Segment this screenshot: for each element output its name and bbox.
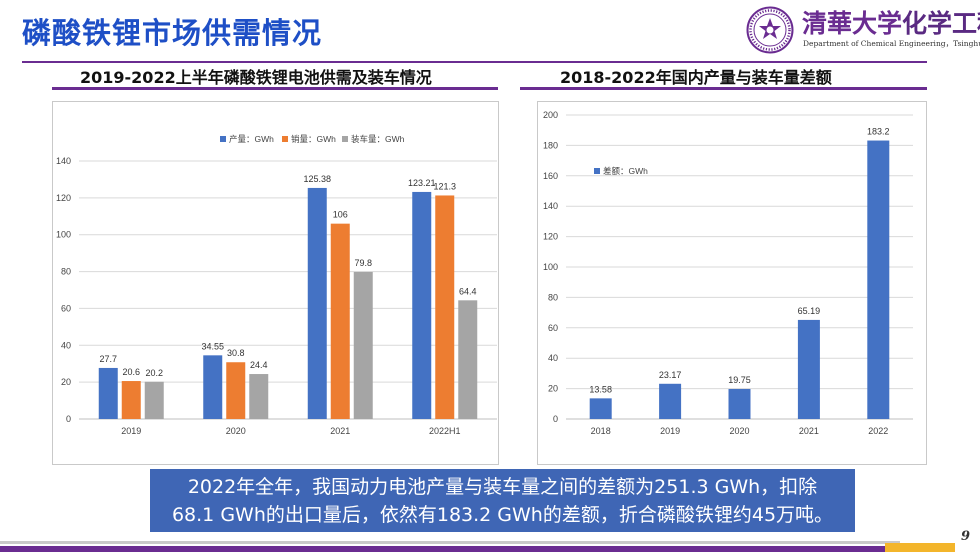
legend-label: 产量：GWh <box>229 134 274 144</box>
right-header-divider <box>520 87 927 90</box>
left-chart-panel: 0 20 40 60 80 100 120 140 2019 27.7 20.6 20.2 2020 34… <box>52 101 499 465</box>
data-label: 23.17 <box>659 370 682 380</box>
bar <box>435 195 455 419</box>
x-tick-label: 2020 <box>226 426 246 436</box>
bar <box>659 383 682 419</box>
y-tick-label: 60 <box>548 323 558 333</box>
x-tick-label: 2021 <box>330 426 350 436</box>
bar <box>589 398 612 419</box>
y-tick-label: 80 <box>61 267 71 277</box>
y-tick-label: 20 <box>548 384 558 394</box>
data-label: 106 <box>333 210 348 220</box>
y-tick-label: 40 <box>548 353 558 363</box>
title-divider <box>22 61 927 63</box>
page-number: 9 <box>961 529 971 544</box>
left-chart-header: 2019-2022上半年磷酸铁锂电池供需及装车情况 <box>80 68 432 87</box>
bar <box>867 140 890 419</box>
footer-gold-bar <box>885 543 955 552</box>
x-tick-label: 2020 <box>729 426 749 436</box>
data-label: 19.75 <box>728 375 751 385</box>
bar <box>307 187 327 419</box>
y-tick-label: 20 <box>61 377 71 387</box>
y-tick-label: 100 <box>543 262 558 272</box>
bar <box>203 355 223 419</box>
university-seal-icon <box>746 6 794 54</box>
y-tick-label: 140 <box>56 156 71 166</box>
data-label: 79.8 <box>354 258 372 268</box>
right-chart-panel: 0 20 40 60 80 100 120 140 160 180 200 2018 13.58 2019… <box>537 101 927 465</box>
footer-gray-bar <box>0 541 900 544</box>
x-tick-label: 2021 <box>799 426 819 436</box>
data-label: 13.58 <box>589 384 612 394</box>
department-name-en: Department of Chemical Engineering，Tsing… <box>803 39 980 48</box>
data-label: 64.4 <box>459 286 477 296</box>
right-chart-header: 2018-2022年国内产量与装车量差额 <box>560 68 832 87</box>
legend-label: 装车量：GWh <box>351 134 405 144</box>
x-tick-label: 2022 <box>868 426 888 436</box>
data-label: 20.2 <box>145 368 163 378</box>
supply-demand-bar-chart: 0 20 40 60 80 100 120 140 2019 27.7 20.6 20.2 2020 34… <box>56 134 497 436</box>
summary-callout: 2022年全年，我国动力电池产量与装车量之间的差额为251.3 GWh，扣除 6… <box>150 469 855 532</box>
bar <box>458 300 478 419</box>
y-tick-label: 140 <box>543 201 558 211</box>
slide-title: 磷酸铁锂市场供需情况 <box>22 16 323 50</box>
bar <box>249 374 269 419</box>
y-tick-label: 120 <box>56 193 71 203</box>
data-label: 34.55 <box>201 341 224 351</box>
y-tick-label: 160 <box>543 171 558 181</box>
y-tick-label: 40 <box>61 340 71 350</box>
data-label: 27.7 <box>99 354 117 364</box>
data-label: 183.2 <box>867 127 890 137</box>
department-name-cn: 化学工程系 <box>902 9 980 38</box>
legend-swatch <box>282 136 288 142</box>
bar <box>353 271 373 419</box>
bar <box>797 319 820 419</box>
bar <box>121 381 141 419</box>
left-header-divider <box>52 87 498 90</box>
university-name: 清華大学化学工程系 <box>802 4 980 40</box>
y-tick-label: 100 <box>56 230 71 240</box>
bar <box>144 381 164 419</box>
x-tick-label: 2022H1 <box>429 426 461 436</box>
data-label: 20.6 <box>122 367 140 377</box>
legend-swatch <box>342 136 348 142</box>
data-label: 121.3 <box>433 181 456 191</box>
y-tick-label: 0 <box>553 414 558 424</box>
legend-label: 差额：GWh <box>603 166 648 176</box>
legend-swatch <box>220 136 226 142</box>
y-tick-label: 80 <box>548 292 558 302</box>
legend-swatch <box>594 168 600 174</box>
bar <box>330 223 350 419</box>
data-label: 30.8 <box>227 348 245 358</box>
gap-bar-chart: 0 20 40 60 80 100 120 140 160 180 200 2018 13.58 2019… <box>543 110 913 436</box>
callout-line-1: 2022年全年，我国动力电池产量与装车量之间的差额为251.3 GWh，扣除 <box>187 476 818 498</box>
y-tick-label: 60 <box>61 303 71 313</box>
y-tick-label: 120 <box>543 232 558 242</box>
callout-line-2: 68.1 GWh的出口量后，依然有183.2 GWh的差额，折合磷酸铁锂约45万… <box>171 504 834 526</box>
y-tick-label: 180 <box>543 140 558 150</box>
y-tick-label: 0 <box>66 414 71 424</box>
y-tick-label: 200 <box>543 110 558 120</box>
data-label: 65.19 <box>798 306 821 316</box>
university-name-calligraphy: 清華大学 <box>802 9 903 38</box>
bar <box>728 388 751 419</box>
footer-purple-bar <box>0 546 885 552</box>
x-tick-label: 2018 <box>591 426 611 436</box>
bar <box>412 191 432 419</box>
data-label: 24.4 <box>250 360 268 370</box>
x-tick-label: 2019 <box>660 426 680 436</box>
bar <box>98 367 118 419</box>
legend-label: 销量：GWh <box>291 134 336 144</box>
bar <box>226 362 246 419</box>
x-tick-label: 2019 <box>121 426 141 436</box>
data-label: 123.21 <box>408 178 436 188</box>
data-label: 125.38 <box>303 174 331 184</box>
